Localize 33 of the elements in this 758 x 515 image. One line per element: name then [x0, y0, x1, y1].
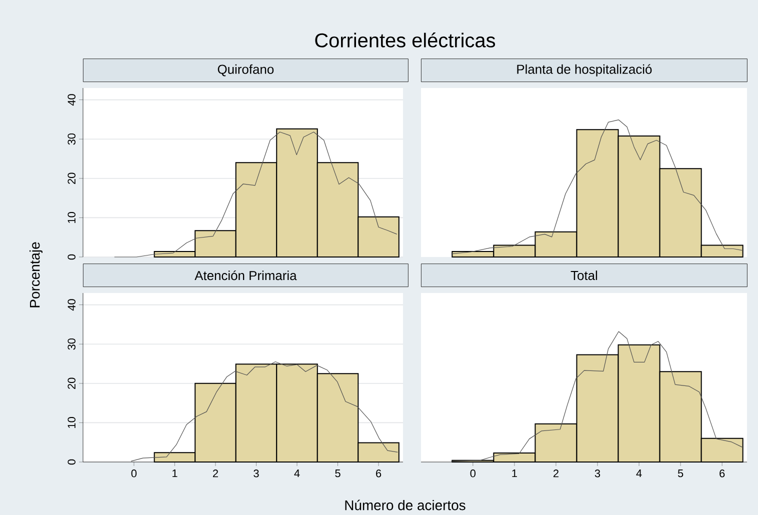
chart-subtitle: Planta de hospitalizació [517, 64, 652, 76]
x-tick-label: 3 [254, 470, 259, 478]
y-tick-label: 10 [68, 417, 76, 428]
y-tick-label: 0 [68, 459, 76, 465]
x-axis-title: Número de aciertos [345, 500, 466, 510]
x-tick-label: 5 [335, 470, 340, 478]
x-tick-label: 0 [131, 470, 137, 478]
y-tick-label: 0 [68, 254, 76, 260]
x-tick-label: 5 [678, 470, 684, 478]
chart-subtitle: Quirofano [218, 64, 274, 76]
y-tick-label: 30 [68, 133, 76, 145]
x-tick-label: 1 [512, 470, 517, 478]
chart-subtitle: Total [570, 270, 598, 280]
x-tick-label: 1 [172, 470, 178, 478]
x-tick-label: 2 [212, 470, 218, 478]
y-tick-label: 10 [68, 212, 76, 223]
chart-subtitle: Atención Primaria [194, 270, 297, 280]
y-tick-label: 30 [68, 338, 76, 350]
y-tick-label: 40 [68, 94, 76, 106]
y-tick-label: 40 [68, 299, 76, 311]
x-tick-label: 0 [470, 470, 476, 478]
chart-title: Corrientes eléctricas [315, 32, 496, 48]
y-axis-title: Porcentaje [30, 242, 42, 308]
x-tick-label: 4 [294, 470, 300, 478]
x-tick-label: 3 [594, 470, 600, 478]
x-tick-label: 6 [376, 470, 382, 478]
x-tick-label: 4 [636, 470, 642, 478]
y-tick-label: 20 [68, 172, 76, 184]
x-tick-label: 2 [553, 470, 558, 478]
line-series [130, 361, 398, 462]
y-tick-label: 20 [68, 378, 76, 389]
line-series [114, 132, 398, 258]
x-tick-label: 6 [720, 470, 725, 478]
